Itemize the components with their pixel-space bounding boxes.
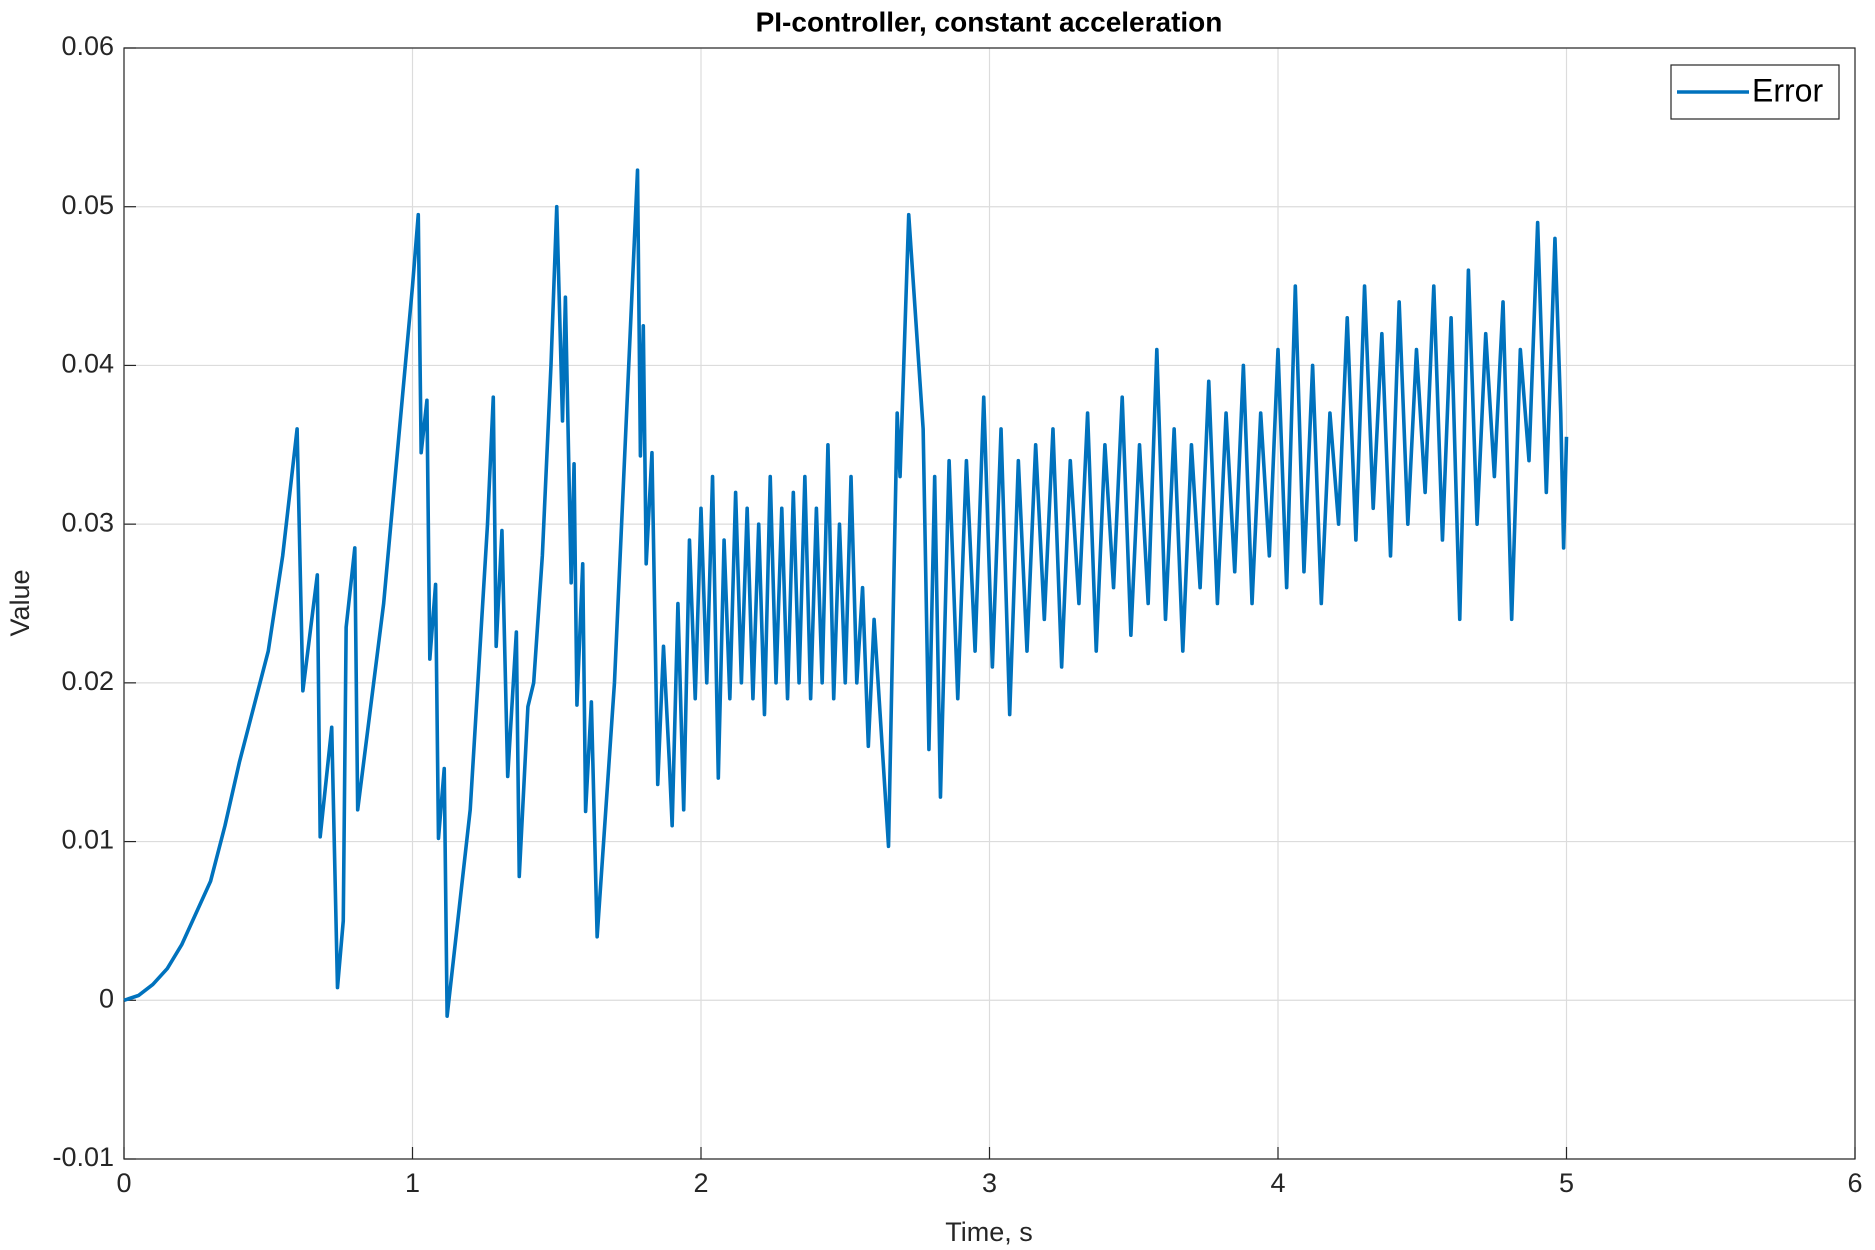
x-tick-label: 3 bbox=[982, 1168, 997, 1198]
chart-title: PI-controller, constant acceleration bbox=[756, 6, 1223, 37]
y-tick-label: 0.06 bbox=[61, 31, 114, 61]
x-tick-label: 5 bbox=[1559, 1168, 1574, 1198]
y-tick-label: 0.03 bbox=[61, 507, 114, 537]
legend-box bbox=[1670, 64, 1840, 120]
axes-box bbox=[123, 47, 1856, 1160]
y-tick-label: 0.01 bbox=[61, 825, 114, 855]
x-tick-label: 1 bbox=[405, 1168, 420, 1198]
y-tick-label: 0.04 bbox=[61, 349, 114, 379]
x-tick-label: 2 bbox=[693, 1168, 708, 1198]
legend-label: Error bbox=[1752, 72, 1823, 108]
x-tick-label: 0 bbox=[116, 1168, 131, 1198]
data-line bbox=[123, 168, 1569, 1018]
y-tick-label: 0.02 bbox=[61, 666, 114, 696]
y-axis-label: Value bbox=[5, 569, 35, 636]
x-tick-label: 6 bbox=[1847, 1168, 1862, 1198]
y-tick-label: -0.01 bbox=[52, 1142, 114, 1172]
x-axis-label: Time, s bbox=[945, 1217, 1033, 1247]
y-tick-label: 0 bbox=[99, 983, 114, 1013]
y-tick-label: 0.05 bbox=[61, 190, 114, 220]
x-tick-label: 4 bbox=[1270, 1168, 1285, 1198]
